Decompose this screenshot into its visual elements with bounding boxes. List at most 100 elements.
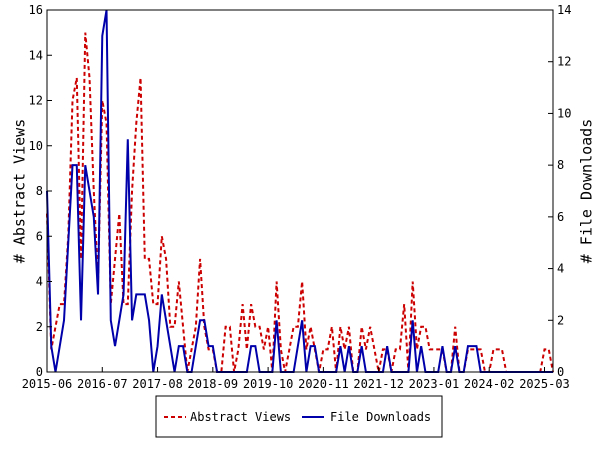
data-point-abstract-views <box>297 326 298 327</box>
x-tick-label: 2018-09 <box>188 377 239 391</box>
data-point-abstract-views <box>293 326 294 327</box>
data-point-abstract-views <box>123 304 124 305</box>
data-point-abstract-views <box>548 349 549 350</box>
series-line-file-downloads <box>46 9 553 373</box>
data-point-abstract-views <box>361 326 362 327</box>
data-point-abstract-views <box>183 326 184 327</box>
data-point-abstract-views <box>438 349 439 350</box>
right-y-tick-label: 4 <box>557 262 564 276</box>
data-point-file-downloads <box>89 191 90 192</box>
data-point-file-downloads <box>123 294 124 295</box>
data-point-file-downloads <box>68 242 69 243</box>
data-point-abstract-views <box>472 349 473 350</box>
data-point-file-downloads <box>98 294 99 295</box>
data-point-abstract-views <box>412 281 413 282</box>
data-point-abstract-views <box>76 77 77 78</box>
data-point-abstract-views <box>340 326 341 327</box>
data-point-abstract-views <box>310 326 311 327</box>
data-point-file-downloads <box>412 320 413 321</box>
data-point-abstract-views <box>144 258 145 259</box>
left-y-tick-label: 14 <box>29 48 43 62</box>
data-point-abstract-views <box>115 258 116 259</box>
data-point-file-downloads <box>204 320 205 321</box>
data-point-file-downloads <box>195 346 196 347</box>
data-point-file-downloads <box>251 346 252 347</box>
right-y-tick-label: 14 <box>557 3 571 17</box>
data-point-abstract-views <box>263 349 264 350</box>
data-point-file-downloads <box>76 165 77 166</box>
data-point-abstract-views <box>280 349 281 350</box>
series-line-abstract-views <box>46 32 554 373</box>
data-point-abstract-views <box>251 304 252 305</box>
data-point-file-downloads <box>132 320 133 321</box>
data-point-file-downloads <box>276 320 277 321</box>
data-point-file-downloads <box>302 320 303 321</box>
data-point-file-downloads <box>102 35 103 36</box>
data-point-abstract-views <box>127 304 128 305</box>
data-point-abstract-views <box>306 349 307 350</box>
data-point-file-downloads <box>455 346 456 347</box>
data-point-file-downloads <box>127 139 128 140</box>
data-point-abstract-views <box>242 304 243 305</box>
data-point-abstract-views <box>425 326 426 327</box>
x-tick-label: 2021-12 <box>353 377 404 391</box>
right-y-tick-label: 8 <box>557 158 564 172</box>
data-point-abstract-views <box>170 326 171 327</box>
data-point-file-downloads <box>212 346 213 347</box>
data-point-file-downloads <box>166 320 167 321</box>
left-y-tick-label: 0 <box>36 365 43 379</box>
data-point-abstract-views <box>85 32 86 33</box>
data-point-abstract-views <box>382 349 383 350</box>
data-point-abstract-views <box>455 326 456 327</box>
data-point-file-downloads <box>140 294 141 295</box>
data-point-abstract-views <box>89 77 90 78</box>
data-point-file-downloads <box>51 346 52 347</box>
data-point-file-downloads <box>340 346 341 347</box>
x-tick-label: 2017-08 <box>132 377 183 391</box>
data-point-abstract-views <box>327 349 328 350</box>
data-point-abstract-views <box>331 326 332 327</box>
data-point-file-downloads <box>157 346 158 347</box>
data-point-abstract-views <box>174 326 175 327</box>
data-point-file-downloads <box>387 346 388 347</box>
left-y-tick-label: 10 <box>29 139 43 153</box>
data-point-file-downloads <box>110 320 111 321</box>
data-point-abstract-views <box>55 326 56 327</box>
data-point-abstract-views <box>178 281 179 282</box>
data-point-file-downloads <box>467 346 468 347</box>
x-tick-label: 2016-07 <box>77 377 128 391</box>
left-axis-title: # Abstract Views <box>11 119 29 264</box>
x-tick-label: 2025-03 <box>519 377 570 391</box>
data-point-file-downloads <box>297 346 298 347</box>
data-point-abstract-views <box>238 349 239 350</box>
data-point-file-downloads <box>255 346 256 347</box>
data-point-file-downloads <box>442 346 443 347</box>
right-y-tick-label: 2 <box>557 313 564 327</box>
data-point-file-downloads <box>144 294 145 295</box>
right-y-tick-label: 6 <box>557 210 564 224</box>
data-point-abstract-views <box>195 326 196 327</box>
data-point-file-downloads <box>93 216 94 217</box>
data-point-abstract-views <box>132 191 133 192</box>
data-point-abstract-views <box>421 326 422 327</box>
data-point-file-downloads <box>115 346 116 347</box>
data-point-abstract-views <box>323 349 324 350</box>
data-point-abstract-views <box>289 349 290 350</box>
data-point-abstract-views <box>229 326 230 327</box>
data-point-abstract-views <box>246 349 247 350</box>
plot-frame <box>46 9 554 373</box>
data-point-file-downloads <box>183 346 184 347</box>
data-point-file-downloads <box>472 346 473 347</box>
x-tick-label: 2020-11 <box>298 377 349 391</box>
data-point-abstract-views <box>72 100 73 101</box>
data-point-file-downloads <box>314 346 315 347</box>
data-point-abstract-views <box>166 258 167 259</box>
data-point-abstract-views <box>268 326 269 327</box>
left-y-axis: 0 2 4 6 8 10 12 14 16 <box>29 3 52 379</box>
data-point-abstract-views <box>59 304 60 305</box>
data-point-abstract-views <box>208 349 209 350</box>
data-point-abstract-views <box>433 349 434 350</box>
data-point-abstract-views <box>416 349 417 350</box>
plot-lines <box>46 9 554 373</box>
